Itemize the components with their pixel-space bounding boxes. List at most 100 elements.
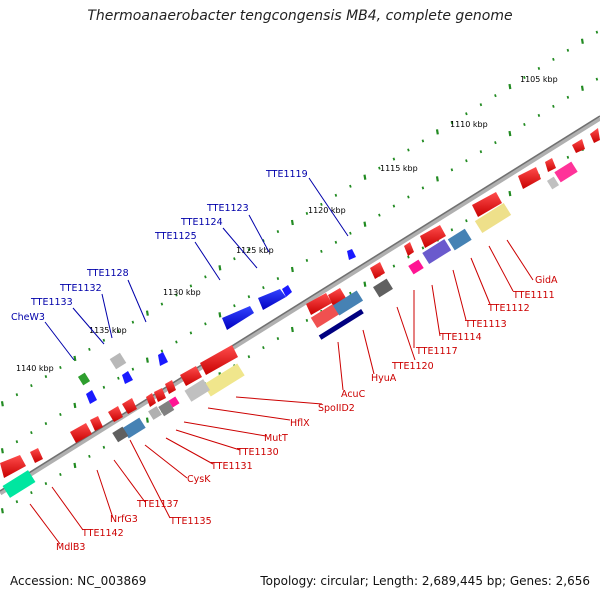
gene-arrow[interactable] bbox=[108, 406, 123, 422]
gene-box[interactable] bbox=[474, 203, 512, 233]
gene-arrow[interactable] bbox=[404, 242, 414, 256]
gene-box[interactable] bbox=[332, 290, 364, 316]
forward-tick bbox=[320, 249, 323, 253]
gene-arrow[interactable] bbox=[154, 388, 166, 402]
gene-label[interactable]: HyuA bbox=[371, 373, 397, 384]
gene-arrow[interactable] bbox=[347, 249, 356, 260]
gene-box[interactable] bbox=[158, 400, 175, 417]
gene-arrow[interactable] bbox=[122, 371, 133, 384]
gene-box[interactable] bbox=[203, 363, 245, 397]
kbp-tick bbox=[189, 284, 193, 288]
gene-arrow[interactable] bbox=[258, 289, 286, 310]
gene-arrow[interactable] bbox=[158, 352, 168, 366]
gene-box[interactable] bbox=[77, 372, 91, 386]
forward-tick bbox=[378, 213, 381, 217]
gene-arrow[interactable] bbox=[122, 398, 137, 414]
gene-box[interactable] bbox=[408, 259, 424, 275]
gene-label[interactable]: AcuC bbox=[341, 389, 366, 400]
gene-arrow[interactable] bbox=[90, 416, 103, 431]
gene-arrow[interactable] bbox=[200, 345, 238, 375]
gene-box[interactable] bbox=[447, 228, 472, 251]
forward-genes bbox=[77, 249, 356, 404]
gene-arrow[interactable] bbox=[146, 393, 156, 407]
gene-arrow[interactable] bbox=[472, 192, 502, 217]
gene-arrow[interactable] bbox=[70, 423, 92, 443]
forward-tick bbox=[0, 448, 4, 454]
gene-label[interactable]: TTE1142 bbox=[81, 528, 124, 539]
gene-label[interactable]: TTE1125 bbox=[154, 231, 197, 242]
gene-label[interactable]: TTE1113 bbox=[464, 319, 507, 330]
forward-tick bbox=[580, 85, 584, 91]
gene-box[interactable] bbox=[318, 309, 364, 340]
gene-arrow[interactable] bbox=[306, 293, 332, 315]
gene-arrow[interactable] bbox=[545, 158, 556, 172]
gene-arrow[interactable] bbox=[328, 288, 346, 306]
gene-label[interactable]: TTE1117 bbox=[415, 346, 458, 357]
gene-label[interactable]: TTE1133 bbox=[30, 297, 73, 308]
gene-arrow[interactable] bbox=[30, 448, 43, 463]
gene-arrow[interactable] bbox=[180, 366, 202, 386]
gene-arrow[interactable] bbox=[222, 306, 254, 330]
gene-label[interactable]: TTE1124 bbox=[180, 217, 223, 228]
forward-tick bbox=[479, 150, 483, 154]
gene-label[interactable]: TTE1114 bbox=[439, 332, 482, 343]
gene-label[interactable]: SpoIID2 bbox=[318, 403, 355, 414]
gene-box[interactable] bbox=[184, 379, 211, 402]
gene-label[interactable]: MutT bbox=[264, 433, 288, 444]
gene-box[interactable] bbox=[422, 239, 452, 264]
kbp-label: 1105 kbp bbox=[520, 75, 558, 84]
kbp-tick bbox=[44, 375, 48, 379]
kbp-labels: 1105 kbp 1110 kbp 1115 kbp 1120 kbp 1125… bbox=[16, 75, 558, 373]
forward-tick bbox=[15, 440, 19, 444]
gene-box[interactable] bbox=[554, 161, 578, 183]
reverse-tick bbox=[407, 255, 410, 259]
gene-box[interactable] bbox=[109, 352, 127, 370]
kbp-tick bbox=[15, 393, 19, 397]
forward-tick bbox=[508, 130, 512, 137]
gene-label[interactable]: CheW3 bbox=[11, 312, 45, 323]
reverse-tick bbox=[290, 326, 294, 333]
gene-label[interactable]: TTE1132 bbox=[59, 283, 102, 294]
gene-box[interactable] bbox=[148, 406, 162, 420]
gene-arrow[interactable] bbox=[590, 128, 600, 143]
gene-label[interactable]: TTE1130 bbox=[236, 447, 279, 458]
gene-box[interactable] bbox=[2, 470, 36, 498]
gene-label[interactable]: TTE1137 bbox=[136, 499, 179, 510]
reverse-tick bbox=[30, 491, 33, 495]
gene-arrow[interactable] bbox=[282, 285, 292, 297]
gene-label[interactable]: TTE1112 bbox=[487, 303, 530, 314]
reverse-tick bbox=[349, 291, 352, 295]
gene-label[interactable]: NrfG3 bbox=[110, 514, 138, 525]
reverse-tick bbox=[392, 264, 396, 268]
gene-label[interactable]: HflX bbox=[290, 418, 310, 429]
gene-arrow[interactable] bbox=[0, 455, 26, 478]
gene-box[interactable] bbox=[168, 396, 180, 408]
kbp-tick bbox=[363, 174, 367, 180]
gene-label[interactable]: TTE1119 bbox=[265, 169, 308, 180]
gene-label[interactable]: CysK bbox=[187, 474, 211, 485]
kbp-label: 1130 kbp bbox=[163, 288, 201, 297]
gene-box[interactable] bbox=[310, 304, 340, 328]
gene-label[interactable]: TTE1135 bbox=[169, 516, 212, 527]
gene-arrow[interactable] bbox=[572, 139, 585, 153]
gene-label[interactable]: GidA bbox=[535, 275, 558, 286]
reverse-tick bbox=[566, 155, 570, 159]
gene-label[interactable]: TTE1131 bbox=[210, 461, 253, 472]
gene-label[interactable]: TTE1120 bbox=[391, 361, 434, 372]
gene-label[interactable]: TTE1123 bbox=[206, 203, 249, 214]
gene-box[interactable] bbox=[112, 426, 129, 443]
gene-label[interactable]: TTE1111 bbox=[512, 290, 555, 301]
gene-label[interactable]: MdlB3 bbox=[56, 542, 85, 553]
gene-box[interactable] bbox=[122, 417, 146, 439]
gene-box[interactable] bbox=[546, 176, 560, 190]
genome-stats-text: Topology: circular; Length: 2,689,445 bp… bbox=[260, 574, 590, 588]
gene-label[interactable]: TTE1128 bbox=[86, 268, 129, 279]
gene-arrow[interactable] bbox=[370, 262, 385, 279]
gene-arrow[interactable] bbox=[420, 225, 446, 248]
gene-arrow[interactable] bbox=[165, 380, 176, 394]
gene-arrow[interactable] bbox=[518, 167, 541, 189]
gene-box[interactable] bbox=[373, 278, 393, 298]
gene-arrow[interactable] bbox=[86, 390, 97, 404]
forward-tick bbox=[552, 104, 555, 108]
